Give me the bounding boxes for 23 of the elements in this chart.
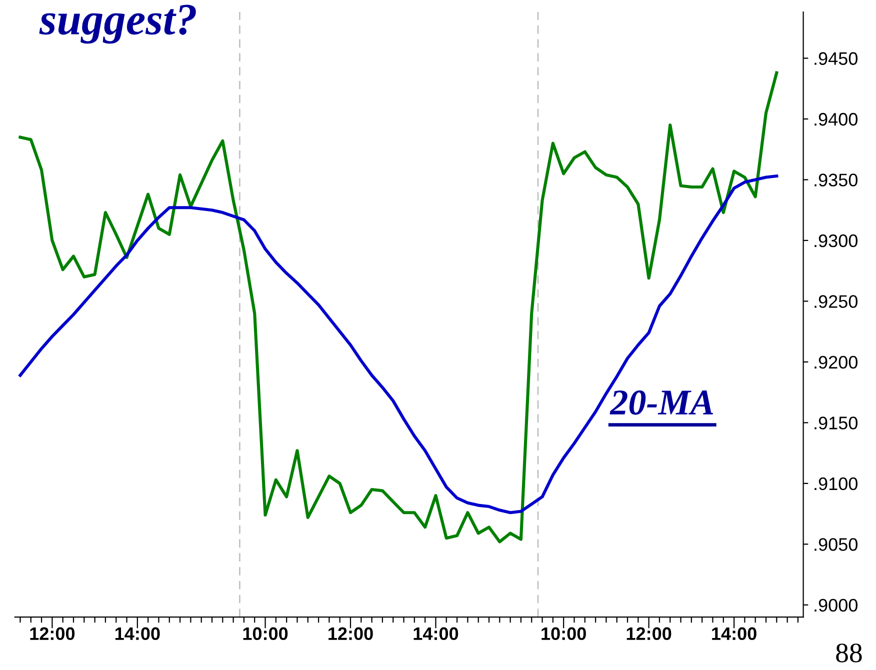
y-tick-label: .9250 bbox=[814, 295, 858, 308]
y-tick-label: .9100 bbox=[814, 477, 858, 490]
y-tick-label: .9150 bbox=[814, 416, 858, 430]
series-label: 20-MA bbox=[610, 390, 713, 415]
x-tick-label: 14:00 bbox=[712, 627, 756, 640]
line-series bbox=[18, 174, 778, 514]
x-tick-label: 12:00 bbox=[328, 627, 373, 640]
x-tick-label: 14:00 bbox=[414, 627, 458, 640]
x-tick-label: 10:00 bbox=[542, 627, 586, 640]
y-tick-label: .9350 bbox=[814, 174, 858, 186]
x-tick-label: 12:00 bbox=[626, 627, 672, 640]
text: 88 bbox=[836, 644, 862, 662]
y-tick-label: .9050 bbox=[814, 538, 858, 551]
y-tick-label: .9200 bbox=[814, 356, 858, 369]
line-series bbox=[18, 71, 778, 544]
y-tick-label: .9300 bbox=[814, 234, 858, 248]
y-tick-label: .9450 bbox=[814, 52, 858, 65]
y-tick-label: .9400 bbox=[814, 112, 858, 126]
x-tick-label: 14:00 bbox=[115, 627, 160, 640]
y-tick-label: .9000 bbox=[814, 598, 858, 612]
chart-title: suggest? bbox=[39, 4, 196, 44]
x-tick-label: 12:00 bbox=[30, 627, 75, 640]
x-tick-label: 10:00 bbox=[243, 627, 288, 640]
